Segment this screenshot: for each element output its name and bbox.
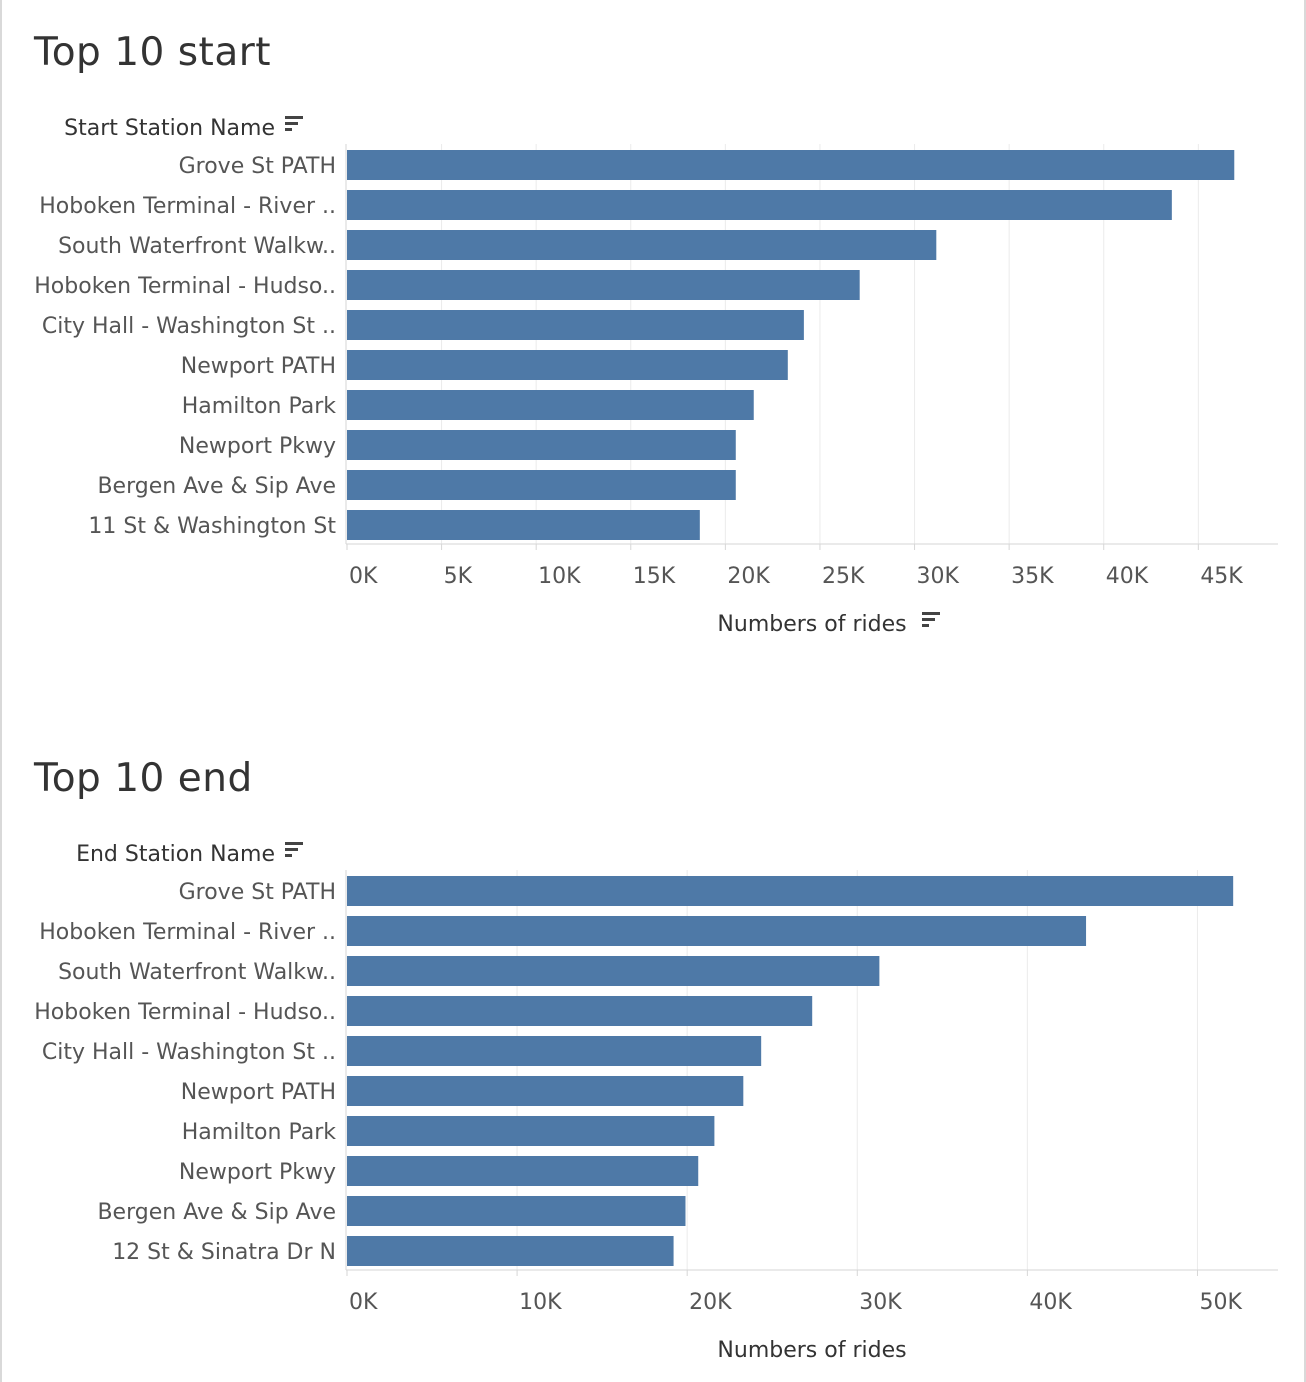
category-label: Newport Pkwy	[179, 1160, 336, 1185]
category-label: Hoboken Terminal - River ..	[39, 920, 336, 945]
category-label: South Waterfront Walkw..	[58, 234, 336, 259]
category-label: Hoboken Terminal - River ..	[39, 194, 336, 219]
category-label: Grove St PATH	[179, 154, 336, 179]
bar[interactable]	[347, 956, 880, 986]
bar[interactable]	[347, 1196, 686, 1226]
sort-descending-icon[interactable]	[285, 842, 303, 857]
category-label: City Hall - Washington St ..	[42, 314, 336, 339]
category-label: Hoboken Terminal - Hudso..	[34, 1000, 336, 1025]
category-label: 12 St & Sinatra Dr N	[112, 1240, 336, 1265]
x-tick-label: 35K	[1011, 564, 1054, 589]
frame-left-edge	[0, 0, 2, 1382]
x-tick-label: 15K	[633, 564, 676, 589]
bar[interactable]	[347, 1036, 762, 1066]
category-label: Bergen Ave & Sip Ave	[97, 1200, 336, 1225]
bar[interactable]	[347, 270, 860, 300]
x-tick-label: 45K	[1200, 564, 1243, 589]
x-tick-label: 0K	[349, 1290, 378, 1315]
bar[interactable]	[347, 1156, 699, 1186]
start-chart-plot: 0K 5K 10K 15K 20K 25K 30K 35K 40K 45K Start Statio…	[34, 116, 1278, 637]
top-10-end-chart: Top 10 end 0K 10K 20K 30K 40K 50K End Station …	[0, 726, 1306, 1382]
end-chart-plot: 0K 10K 20K 30K 40K 50K End Station Name Grove S…	[34, 842, 1278, 1363]
x-tick-label: 20K	[689, 1290, 732, 1315]
category-label: 11 St & Washington St	[88, 514, 336, 539]
x-tick-label: 30K	[859, 1290, 902, 1315]
category-label: Newport PATH	[181, 354, 336, 379]
x-tick-label: 50K	[1199, 1290, 1242, 1315]
category-label: Newport Pkwy	[179, 434, 336, 459]
x-tick-label: 40K	[1106, 564, 1149, 589]
x-tick-label: 40K	[1029, 1290, 1072, 1315]
x-tick-label: 30K	[917, 564, 960, 589]
x-tick-label: 0K	[349, 564, 378, 589]
bar[interactable]	[347, 310, 804, 340]
bar[interactable]	[347, 150, 1235, 180]
bar[interactable]	[347, 876, 1234, 906]
category-label: Newport PATH	[181, 1080, 336, 1105]
bar[interactable]	[347, 470, 736, 500]
x-tick-label: 10K	[519, 1290, 562, 1315]
dimension-header[interactable]: Start Station Name	[64, 116, 275, 141]
x-axis-title[interactable]: Numbers of rides	[717, 612, 906, 637]
bar[interactable]	[347, 916, 1087, 946]
x-tick-label: 20K	[727, 564, 770, 589]
bar[interactable]	[347, 1236, 674, 1266]
category-label: Bergen Ave & Sip Ave	[97, 474, 336, 499]
x-tick-label: 25K	[822, 564, 865, 589]
bar[interactable]	[347, 350, 788, 380]
category-label: Grove St PATH	[179, 880, 336, 905]
bar[interactable]	[347, 190, 1172, 220]
bar[interactable]	[347, 390, 754, 420]
dimension-header[interactable]: End Station Name	[76, 842, 275, 867]
bar[interactable]	[347, 996, 813, 1026]
bar[interactable]	[347, 510, 700, 540]
sort-descending-icon[interactable]	[922, 612, 940, 627]
bar[interactable]	[347, 1076, 744, 1106]
category-label: City Hall - Washington St ..	[42, 1040, 336, 1065]
x-tick-label: 5K	[444, 564, 473, 589]
bar[interactable]	[347, 430, 736, 460]
x-axis-title[interactable]: Numbers of rides	[717, 1338, 906, 1363]
bar[interactable]	[347, 230, 937, 260]
category-label: Hoboken Terminal - Hudso..	[34, 274, 336, 299]
chart-title: Top 10 end	[34, 756, 253, 801]
top-10-start-chart: Top 10 start 0K 5K 10K 15K 20K 25K 30K 35K 40K 45…	[34, 30, 1278, 637]
x-tick-label: 10K	[538, 564, 581, 589]
bar[interactable]	[347, 1116, 715, 1146]
category-label: Hamilton Park	[182, 1120, 337, 1145]
frame-right-edge	[1304, 0, 1306, 1382]
sort-descending-icon[interactable]	[285, 116, 303, 131]
chart-title: Top 10 start	[34, 30, 272, 75]
category-label: South Waterfront Walkw..	[58, 960, 336, 985]
category-label: Hamilton Park	[182, 394, 337, 419]
